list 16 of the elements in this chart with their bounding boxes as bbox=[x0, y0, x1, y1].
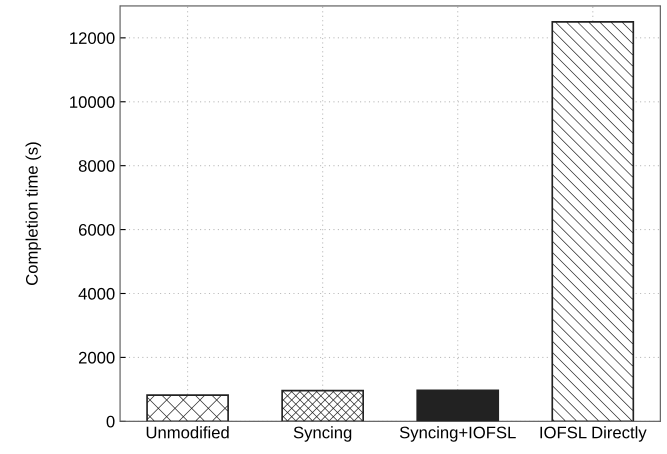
y-tick-label: 6000 bbox=[78, 224, 115, 236]
x-tick-label: IOFSL Directly bbox=[540, 426, 647, 442]
y-tick-label: 10000 bbox=[70, 96, 115, 108]
bar bbox=[281, 390, 364, 422]
y-tick-label: 0 bbox=[106, 416, 115, 428]
y-tick-label: 4000 bbox=[78, 288, 115, 300]
x-tick-label: Unmodified bbox=[146, 426, 229, 438]
y-tick-label: 12000 bbox=[70, 32, 115, 44]
x-tick-label: Syncing bbox=[294, 426, 352, 442]
y-axis-title: Completion time (s) bbox=[26, 142, 42, 285]
bar bbox=[416, 389, 500, 422]
y-tick-label: 8000 bbox=[78, 160, 115, 172]
y-tick-label: 2000 bbox=[78, 352, 115, 364]
bar bbox=[551, 21, 634, 422]
x-tick-label: Syncing+IOFSL bbox=[400, 426, 516, 442]
bar bbox=[146, 394, 229, 422]
